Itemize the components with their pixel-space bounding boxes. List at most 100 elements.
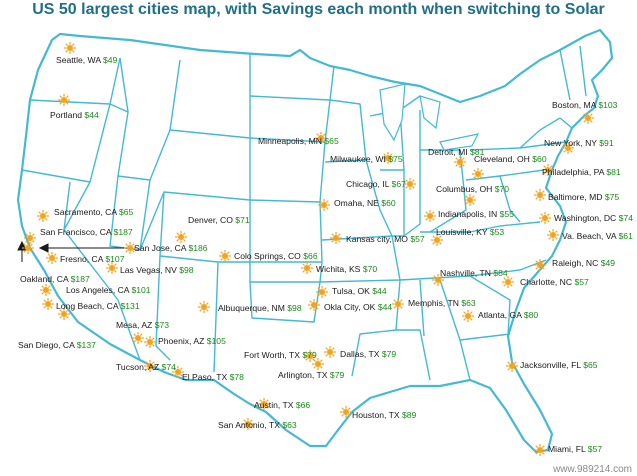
city-savings: $105 xyxy=(207,336,226,346)
city-label-portland: Portland $44 xyxy=(50,110,99,120)
city-name: Kansas city, MO xyxy=(346,234,410,244)
sun-icon xyxy=(534,444,546,456)
city-name: Atlanta, GA xyxy=(478,310,524,320)
city-label-colo-springs-co: Colo Springs, CO $66 xyxy=(234,251,318,261)
city-name: Raleigh, NC xyxy=(552,258,601,268)
city-label-washington-dc: Washington, DC $74 xyxy=(554,213,633,223)
city-name: Long Beach, CA xyxy=(56,301,121,311)
sun-icon xyxy=(144,336,156,348)
city-name: Detroit, MI xyxy=(428,147,470,157)
city-name: Okla City, OK xyxy=(324,302,378,312)
city-label-houston-tx: Houston, TX $89 xyxy=(352,410,417,420)
city-savings: $74 xyxy=(162,362,177,372)
city-label-mesa-az: Mesa, AZ $73 xyxy=(116,320,169,330)
city-name: Fort Worth, TX xyxy=(244,350,302,360)
city-name: Jacksonville, FL xyxy=(520,360,583,370)
sun-icon xyxy=(582,112,594,124)
sun-icon xyxy=(340,406,352,418)
city-name: Miami, FL xyxy=(548,444,588,454)
city-label-jacksonville-fl: Jacksonville, FL $65 xyxy=(520,360,598,370)
sun-icon xyxy=(198,301,210,313)
sun-icon xyxy=(58,94,70,106)
city-name: Arlington, TX xyxy=(278,370,330,380)
city-savings: $79 xyxy=(302,350,317,360)
city-savings: $67 xyxy=(392,179,407,189)
sun-icon xyxy=(454,156,466,168)
city-label-albuquerque-nm: Albuquerque, NM $98 xyxy=(218,303,302,313)
city-savings: $74 xyxy=(619,213,634,223)
city-savings: $63 xyxy=(461,298,476,308)
city-name: Denver, CO xyxy=(188,215,235,225)
sun-icon xyxy=(562,142,574,154)
city-label-arlington-tx: Arlington, TX $79 xyxy=(278,370,344,380)
city-label-okla-city-ok: Okla City, OK $44 xyxy=(324,302,392,312)
city-label-milwaukee-wi: Milwaukee, WI $75 xyxy=(330,154,403,164)
city-savings: $187 xyxy=(71,274,90,284)
city-name: Milwaukee, WI xyxy=(330,154,388,164)
city-label-wichita-ks: Wichita, KS $70 xyxy=(316,264,377,274)
sun-icon xyxy=(46,252,58,264)
city-savings: $60 xyxy=(381,198,396,208)
city-label-phoenix-az: Phoenix, AZ $105 xyxy=(158,336,226,346)
sun-icon xyxy=(37,210,49,222)
city-savings: $131 xyxy=(121,301,140,311)
watermark: www.989214.com xyxy=(552,464,632,475)
city-savings: $57 xyxy=(410,234,425,244)
sun-icon xyxy=(42,298,54,310)
city-name: Omaha, NE xyxy=(334,198,381,208)
sun-icon xyxy=(219,250,231,262)
city-label-chicago-il: Chicago, IL $67 xyxy=(346,179,406,189)
city-label-seattle-wa: Seattle, WA $49 xyxy=(56,55,118,65)
city-label-las-vegas-nv: Las Vegas, NV $98 xyxy=(120,265,194,275)
city-name: Baltimore, MD xyxy=(548,192,605,202)
sun-icon xyxy=(324,346,336,358)
city-savings: $66 xyxy=(296,400,311,410)
city-savings: $57 xyxy=(588,444,603,454)
city-label-minneapolis-mn: Minneapolis, MN $65 xyxy=(258,136,339,146)
city-label-austin-tx: Austin, TX $66 xyxy=(254,400,310,410)
city-savings: $89 xyxy=(402,410,417,420)
city-savings: $187 xyxy=(114,227,133,237)
city-name: Colo Springs, CO xyxy=(234,251,303,261)
city-label-miami-fl: Miami, FL $57 xyxy=(548,444,602,454)
city-label-oakland-ca: Oakland, CA $187 xyxy=(20,274,90,284)
city-savings: $84 xyxy=(493,268,508,278)
sun-icon xyxy=(132,332,144,344)
city-name: Houston, TX xyxy=(352,410,402,420)
city-name: San Diego, CA xyxy=(18,340,77,350)
sun-icon xyxy=(464,194,476,206)
city-label-atlanta-ga: Atlanta, GA $80 xyxy=(478,310,538,320)
city-label-detroit-mi: Detroit, MI $81 xyxy=(428,147,485,157)
city-name: Chicago, IL xyxy=(346,179,392,189)
city-name: Boston, MA xyxy=(552,100,598,110)
city-name: San Francisco, CA xyxy=(40,227,114,237)
city-label-long-beach-ca: Long Beach, CA $131 xyxy=(56,301,140,311)
city-savings: $80 xyxy=(524,310,539,320)
sun-icon xyxy=(472,168,484,180)
city-name: Mesa, AZ xyxy=(116,320,155,330)
city-savings: $186 xyxy=(188,243,207,253)
city-savings: $44 xyxy=(378,302,393,312)
sun-icon xyxy=(40,284,52,296)
city-savings: $65 xyxy=(583,360,598,370)
sun-icon xyxy=(301,262,313,274)
sun-icon xyxy=(534,259,546,271)
sun-icon xyxy=(58,308,70,320)
sun-icon xyxy=(242,418,254,430)
city-name: Los Angeles, CA xyxy=(66,285,131,295)
city-name: Washington, DC xyxy=(554,213,619,223)
city-name: Indianapolis, IN xyxy=(438,209,500,219)
city-label-louisville-ky: Louisville, KY $53 xyxy=(436,227,504,237)
city-savings: $66 xyxy=(303,251,318,261)
city-savings: $107 xyxy=(105,254,124,264)
sun-icon xyxy=(462,310,474,322)
sun-icon xyxy=(502,276,514,288)
city-label-omaha-ne: Omaha, NE $60 xyxy=(334,198,396,208)
city-label-denver-co: Denver, CO $71 xyxy=(188,215,250,225)
city-savings: $81 xyxy=(470,147,485,157)
city-name: Fresno, CA xyxy=(60,254,105,264)
sun-icon xyxy=(304,350,316,362)
city-label-boston-ma: Boston, MA $103 xyxy=(552,100,618,110)
city-name: Nashville, TN xyxy=(440,268,493,278)
sun-icon xyxy=(22,242,34,254)
